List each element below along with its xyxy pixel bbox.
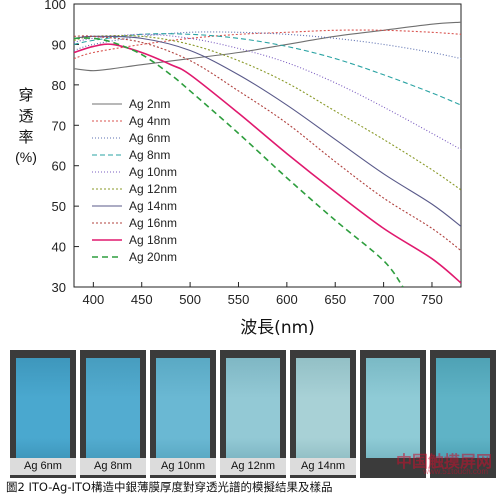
y-tick-label: 70: [52, 118, 66, 133]
sample-film: [366, 358, 420, 458]
y-tick-label: 80: [52, 78, 66, 93]
legend-label: Ag 18nm: [129, 233, 177, 247]
y-tick-label: 100: [44, 0, 66, 12]
sample-label: Ag 8nm: [80, 458, 146, 475]
y-tick-label: 30: [52, 280, 66, 295]
plot-frame: [73, 3, 462, 288]
y-axis-unit: (%): [15, 149, 37, 165]
x-tick-label: 750: [421, 292, 443, 307]
x-tick-label: 650: [324, 292, 346, 307]
legend-label: Ag 14nm: [129, 199, 177, 213]
series-line-ag-14nm: [74, 35, 461, 227]
sample-photo: Ag 10nm: [150, 350, 216, 478]
sample-film: [296, 358, 350, 458]
sample-photo: Ag 14nm: [290, 350, 356, 478]
series-line-ag-16nm: [74, 35, 461, 252]
legend-label: Ag 4nm: [129, 114, 170, 128]
series-line-ag-18nm: [74, 43, 461, 284]
series-line-ag-20nm: [74, 37, 404, 287]
series-lines: [74, 21, 461, 287]
y-axis-title-char: 穿: [18, 86, 33, 104]
series-line-ag-6nm: [74, 31, 461, 60]
y-axis-title: 穿 透 率 (%): [15, 86, 37, 165]
sample-label: Ag 6nm: [10, 458, 76, 475]
y-axis-ticks: 30 40 50 60 70 80 90 100: [44, 0, 79, 295]
legend-label: Ag 20nm: [129, 250, 177, 264]
x-axis-ticks: 400 450 500 550 600 650 700 750: [82, 282, 443, 307]
transmittance-chart: 30 40 50 60 70 80 90 100 400 450 500 550 600 650 700 7…: [15, 0, 462, 307]
y-axis-title-char: 率: [18, 128, 33, 146]
series-line-ag-8nm: [74, 33, 461, 106]
sample-film: [16, 358, 70, 458]
sample-label: Ag 12nm: [220, 458, 286, 475]
sample-film: [226, 358, 280, 458]
watermark-logo: 中国触摸屏网: [395, 452, 492, 471]
sample-photo: Ag 6nm: [10, 350, 76, 478]
legend-label: Ag 16nm: [129, 216, 177, 230]
sample-film: [436, 358, 490, 458]
sample-photo: Ag 8nm: [80, 350, 146, 478]
x-axis-title: 波長(nm): [240, 318, 315, 338]
y-tick-label: 90: [52, 37, 66, 52]
sample-photo: [430, 350, 496, 478]
x-tick-label: 550: [228, 292, 250, 307]
y-tick-label: 60: [52, 159, 66, 174]
sample-label: Ag 14nm: [290, 458, 356, 475]
sample-photo-strip: Ag 6nm Ag 8nm Ag 10nm Ag 12nm Ag 14nm: [10, 350, 496, 478]
legend-label: Ag 2nm: [129, 97, 170, 111]
sample-label: Ag 10nm: [150, 458, 216, 475]
y-axis-title-char: 透: [18, 107, 33, 125]
sample-film: [156, 358, 210, 458]
sample-photo: Ag 12nm: [220, 350, 286, 478]
series-line-ag-10nm: [74, 33, 461, 151]
sample-film: [86, 358, 140, 458]
legend: Ag 2nm Ag 4nm Ag 6nm Ag 8nm Ag 10nm Ag 12nm Ag…: [92, 97, 177, 264]
y-tick-label: 50: [52, 199, 66, 214]
x-tick-label: 500: [179, 292, 201, 307]
series-line-ag-4nm: [74, 29, 461, 60]
legend-label: Ag 8nm: [129, 148, 170, 162]
x-tick-label: 400: [82, 292, 104, 307]
x-tick-label: 600: [276, 292, 298, 307]
sample-photo: [360, 350, 426, 478]
figure-caption: 圖2 ITO-Ag-ITO構造中銀薄膜厚度對穿透光譜的模擬結果及樣品: [6, 480, 333, 494]
legend-label: Ag 10nm: [129, 165, 177, 179]
x-tick-label: 700: [373, 292, 395, 307]
y-tick-label: 40: [52, 240, 66, 255]
series-line-ag-2nm: [74, 21, 461, 72]
watermark-url: www.51touch.com: [423, 467, 488, 476]
x-tick-label: 450: [131, 292, 153, 307]
legend-label: Ag 6nm: [129, 131, 170, 145]
legend-label: Ag 12nm: [129, 182, 177, 196]
